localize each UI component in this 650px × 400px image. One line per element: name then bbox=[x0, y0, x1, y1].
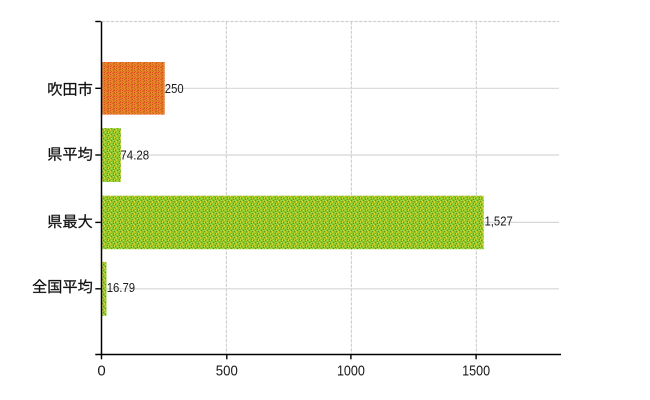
svg-text:16.79: 16.79 bbox=[107, 281, 135, 295]
svg-text:0: 0 bbox=[97, 362, 105, 379]
svg-text:1,527: 1,527 bbox=[485, 215, 513, 229]
svg-text:74.28: 74.28 bbox=[120, 148, 149, 162]
svg-text:1000: 1000 bbox=[337, 362, 365, 379]
svg-text:250: 250 bbox=[165, 82, 184, 96]
svg-text:1500: 1500 bbox=[462, 362, 490, 379]
svg-text:500: 500 bbox=[216, 362, 238, 379]
